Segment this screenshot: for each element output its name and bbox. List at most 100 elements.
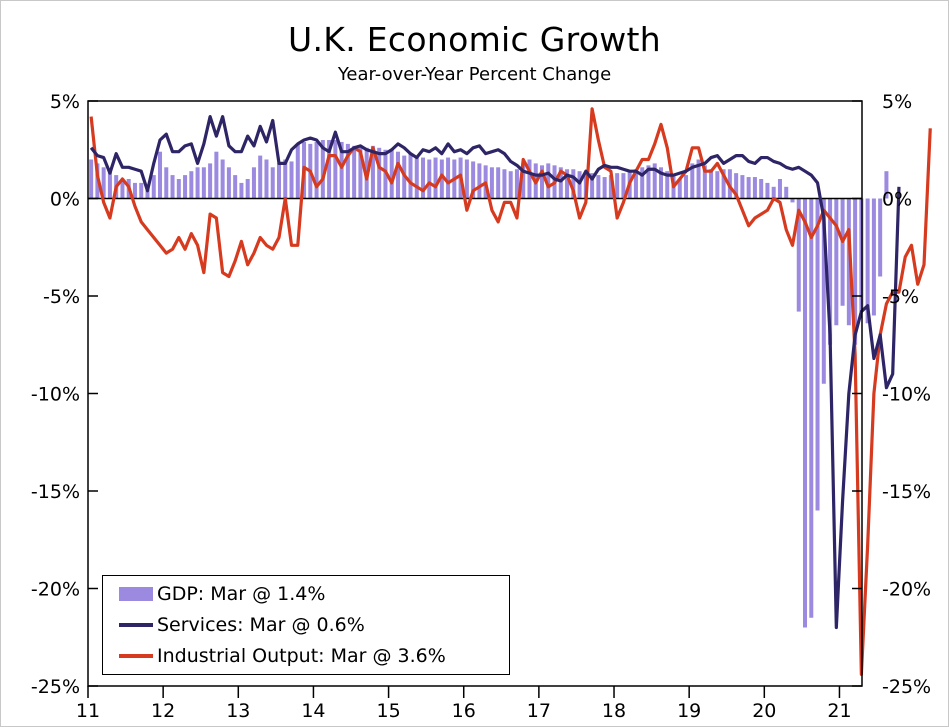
- gdp-bar: [809, 198, 814, 618]
- industrial-output-line: [89, 107, 932, 676]
- gdp-bar: [220, 159, 225, 199]
- gdp-bar: [658, 167, 663, 199]
- gdp-bar: [245, 179, 250, 199]
- gdp-bar: [590, 173, 595, 199]
- gdp-bar: [439, 159, 444, 199]
- gdp-bar: [652, 163, 657, 199]
- gdp-bar: [395, 151, 400, 199]
- y-tick-label-right: -25%: [882, 676, 931, 698]
- y-tick-label-right: -15%: [882, 481, 931, 503]
- gdp-bar: [633, 169, 638, 199]
- gdp-bar: [433, 157, 438, 199]
- legend-label-industrial: Industrial Output: Mar @ 3.6%: [157, 645, 446, 667]
- gdp-bar: [258, 155, 263, 199]
- gdp-bar: [765, 182, 770, 199]
- gdp-bar: [746, 177, 751, 199]
- gdp-bar: [803, 198, 808, 628]
- gdp-bar: [514, 169, 519, 199]
- gdp-bar: [715, 171, 720, 199]
- legend-swatch-industrial: [119, 654, 153, 658]
- legend-swatch-services: [119, 623, 153, 627]
- gdp-bar: [702, 165, 707, 199]
- gdp-bar: [565, 169, 570, 199]
- gdp-bar: [477, 163, 482, 199]
- gdp-bar: [608, 175, 613, 199]
- y-tick-label-right: -10%: [882, 384, 931, 406]
- gdp-bar: [333, 140, 338, 199]
- gdp-bar: [345, 143, 350, 199]
- gdp-bar: [283, 159, 288, 199]
- legend-item-gdp: GDP: Mar @ 1.4%: [119, 580, 325, 608]
- gdp-bar: [208, 163, 213, 199]
- gdp-bar: [158, 151, 163, 199]
- y-tick-label-left: -15%: [31, 481, 80, 503]
- gdp-bar: [239, 182, 244, 199]
- gdp-bar: [784, 186, 789, 199]
- gdp-bar: [734, 173, 739, 199]
- y-tick-label-right: 5%: [882, 91, 912, 113]
- gdp-bar: [327, 140, 332, 199]
- gdp-bar: [821, 198, 826, 384]
- gdp-bar: [596, 175, 601, 199]
- gdp-bar: [865, 198, 870, 324]
- gdp-bar: [878, 198, 883, 277]
- gdp-bar: [89, 159, 94, 199]
- legend-swatch-gdp: [119, 587, 153, 601]
- gdp-bar: [289, 161, 294, 199]
- gdp-bar: [815, 198, 820, 511]
- gdp-bar: [233, 175, 238, 199]
- gdp-bar: [377, 147, 382, 199]
- gdp-bar: [690, 163, 695, 199]
- gdp-bar: [846, 198, 851, 326]
- legend-label-gdp: GDP: Mar @ 1.4%: [157, 583, 326, 605]
- gdp-bar: [120, 179, 125, 199]
- gdp-bar: [201, 167, 206, 199]
- gdp-bar: [176, 179, 181, 199]
- gdp-bar: [709, 169, 714, 199]
- gdp-bar: [320, 140, 325, 199]
- gdp-bar: [358, 147, 363, 199]
- gdp-bar: [571, 169, 576, 199]
- gdp-bar: [139, 182, 144, 199]
- y-tick-label-right: 0%: [882, 189, 912, 211]
- gdp-bar: [740, 175, 745, 199]
- gdp-bar: [602, 177, 607, 199]
- gdp-bar: [615, 173, 620, 199]
- gdp-bar: [796, 198, 801, 312]
- gdp-bar: [471, 161, 476, 199]
- x-tick-label: 17: [527, 700, 551, 722]
- gdp-bar: [370, 145, 375, 199]
- gdp-bar: [414, 155, 419, 199]
- gdp-bar: [621, 173, 626, 199]
- gdp-bar: [496, 167, 501, 199]
- gdp-bar: [884, 171, 889, 199]
- gdp-bar: [446, 157, 451, 199]
- legend: GDP: Mar @ 1.4% Services: Mar @ 0.6% Ind…: [102, 575, 510, 675]
- gdp-bar: [427, 159, 432, 199]
- gdp-bar: [295, 143, 300, 199]
- gdp-bar: [871, 198, 876, 316]
- gdp-bar: [640, 167, 645, 199]
- y-tick-label-left: -20%: [31, 579, 80, 601]
- gdp-bar: [558, 167, 563, 199]
- gdp-bar: [276, 163, 281, 199]
- gdp-bar: [101, 167, 106, 199]
- gdp-bar: [527, 159, 532, 199]
- chart-subtitle: Year-over-Year Percent Change: [337, 64, 612, 85]
- gdp-bar: [270, 167, 275, 199]
- gdp-bar: [145, 186, 150, 199]
- gdp-bar: [721, 169, 726, 199]
- y-tick-label-left: -10%: [31, 384, 80, 406]
- gdp-bar: [546, 163, 551, 199]
- gdp-bar: [489, 167, 494, 199]
- y-tick-label-left: 5%: [50, 91, 80, 113]
- gdp-bar: [464, 159, 469, 199]
- gdp-bar: [828, 198, 833, 345]
- gdp-bar: [577, 171, 582, 199]
- x-tick-label: 11: [76, 700, 100, 722]
- x-tick-label: 19: [677, 700, 701, 722]
- gdp-bar: [183, 175, 188, 199]
- legend-item-services: Services: Mar @ 0.6%: [119, 611, 365, 639]
- chart-title: U.K. Economic Growth: [288, 20, 661, 59]
